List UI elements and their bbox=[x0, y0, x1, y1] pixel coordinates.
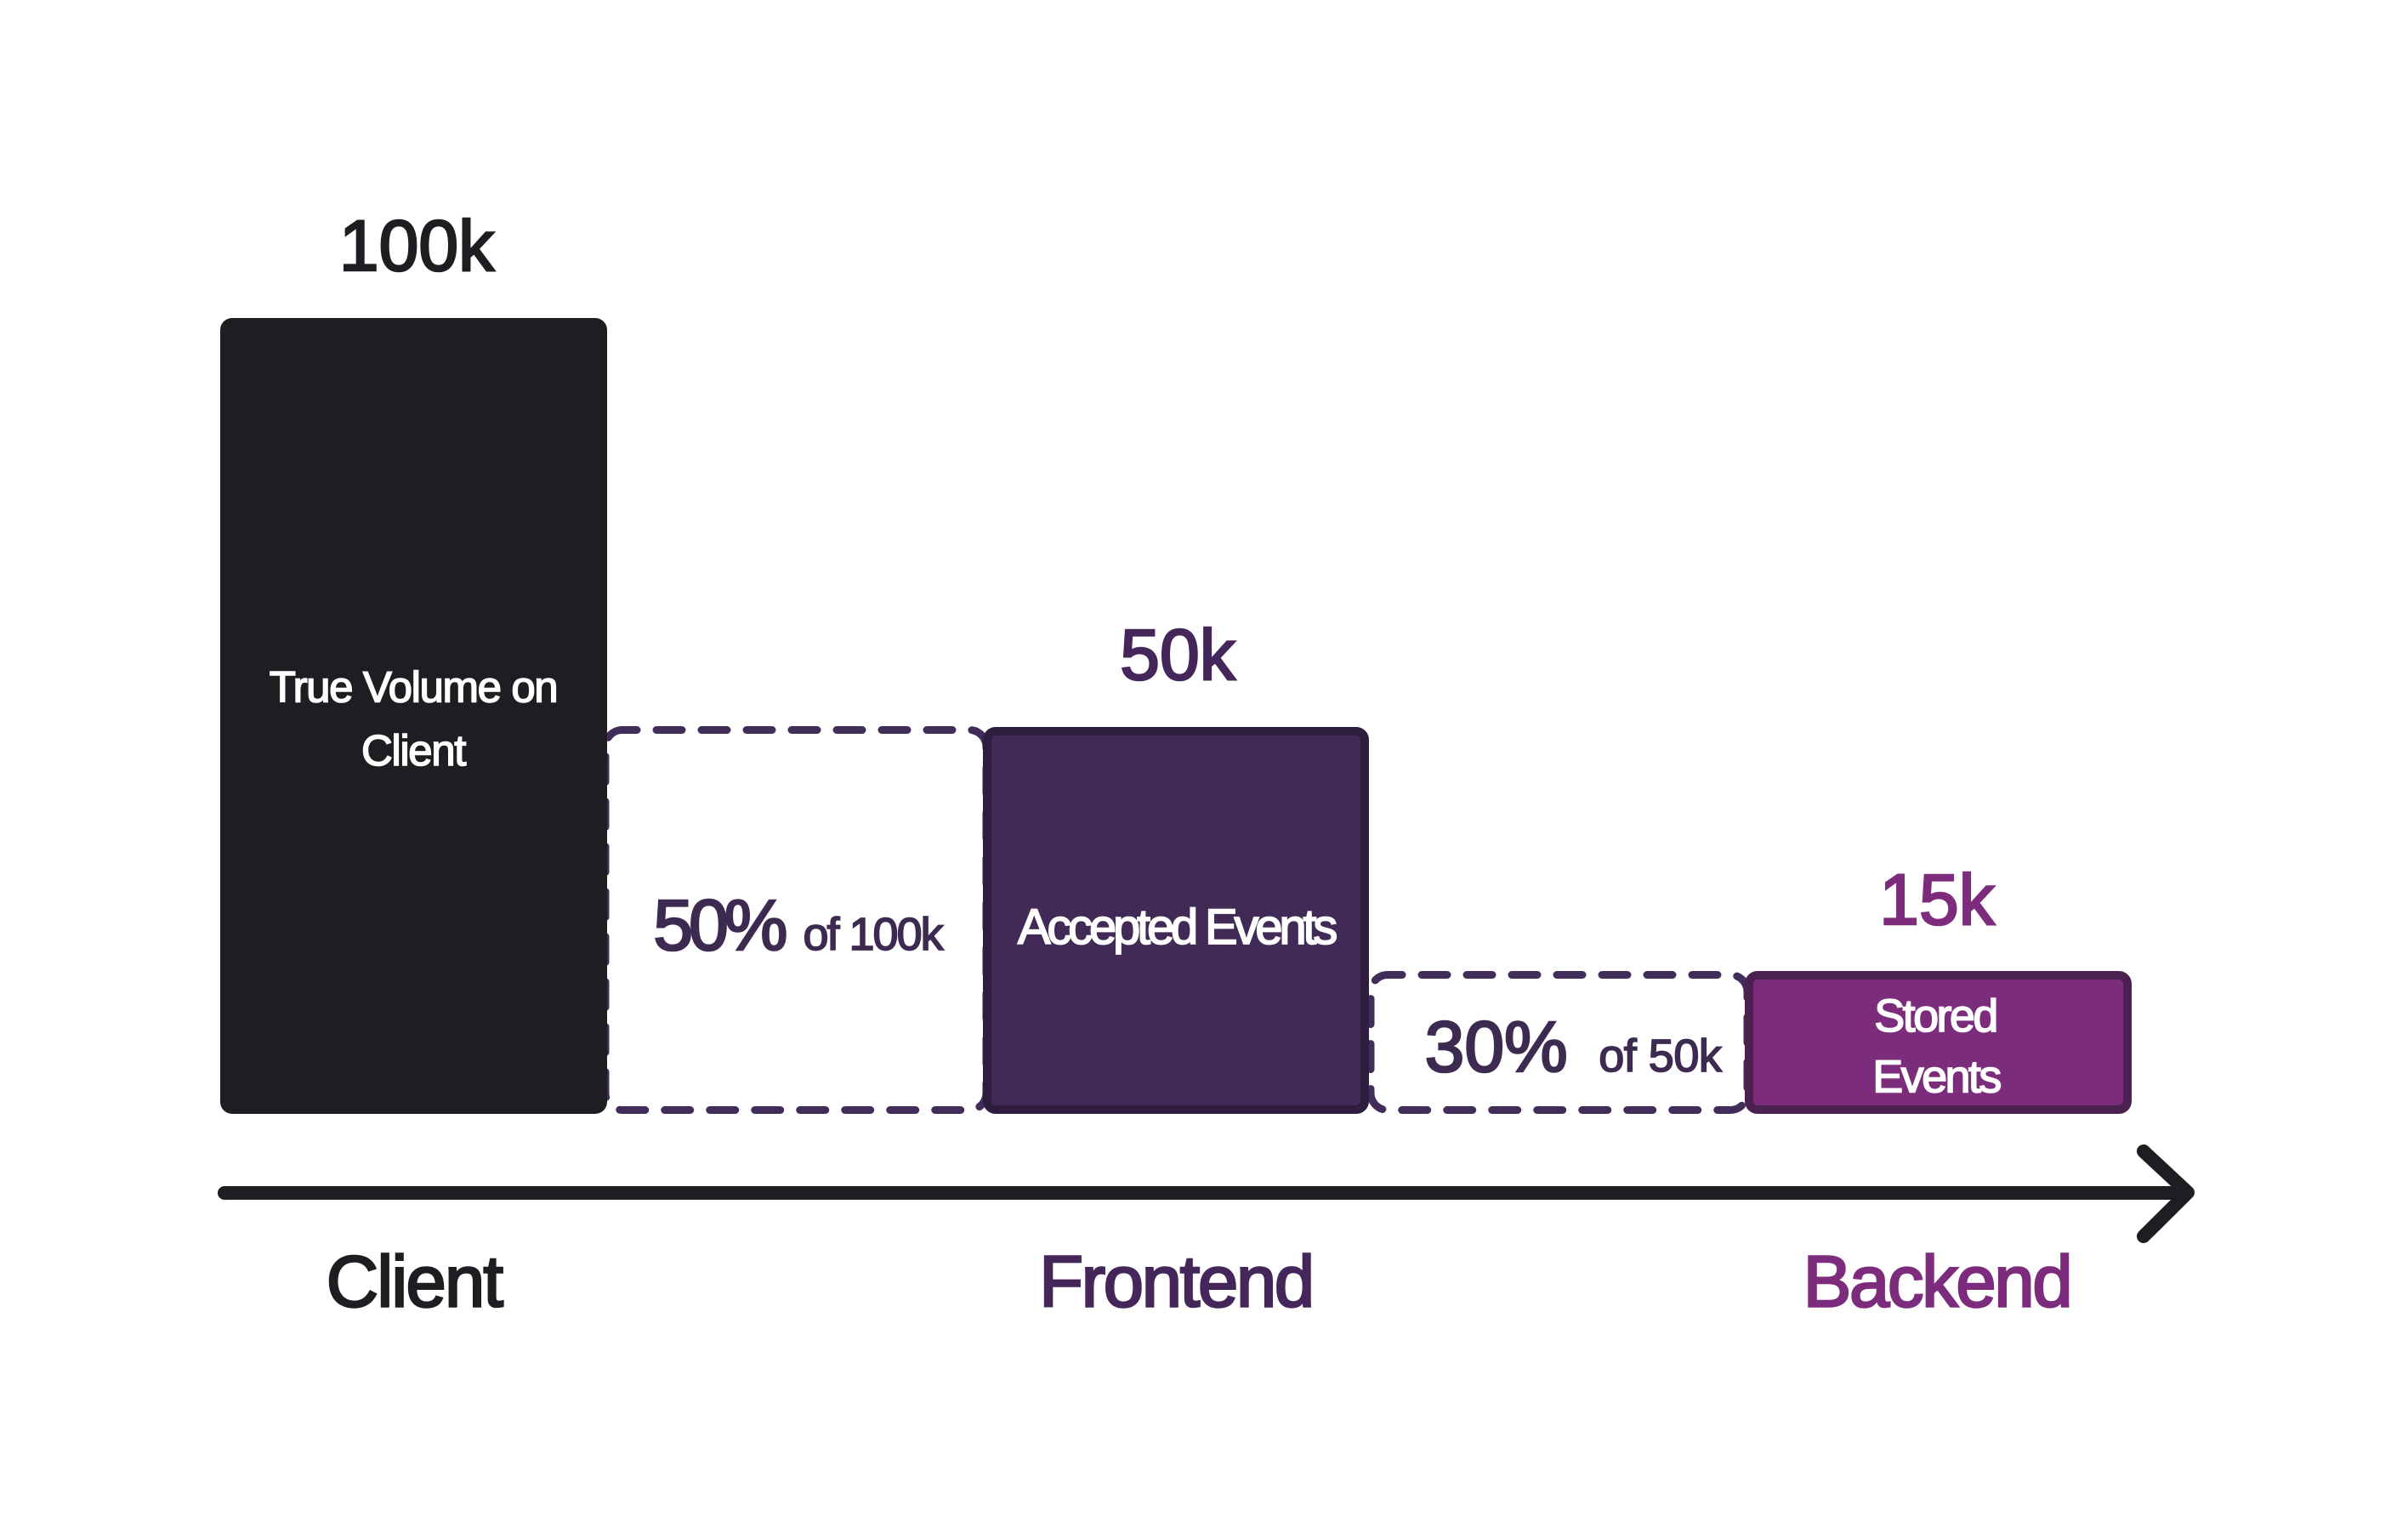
svg-text:Events: Events bbox=[1872, 1052, 2001, 1103]
svg-text:50% of 100k: 50% of 100k bbox=[653, 885, 944, 965]
svg-text:Accepted Events: Accepted Events bbox=[1018, 900, 1336, 955]
svg-text:30% of 50k: 30% of 50k bbox=[1425, 1007, 1723, 1087]
svg-text:15k: 15k bbox=[1879, 860, 1995, 940]
svg-text:Stored: Stored bbox=[1874, 991, 1996, 1042]
svg-text:True Volume on: True Volume on bbox=[270, 663, 558, 712]
svg-text:100k: 100k bbox=[339, 206, 495, 286]
svg-text:Frontend: Frontend bbox=[1039, 1242, 1313, 1323]
svg-text:Backend: Backend bbox=[1803, 1242, 2071, 1323]
svg-text:Client: Client bbox=[327, 1242, 503, 1323]
svg-text:50k: 50k bbox=[1120, 615, 1235, 695]
svg-text:Client: Client bbox=[361, 726, 466, 775]
